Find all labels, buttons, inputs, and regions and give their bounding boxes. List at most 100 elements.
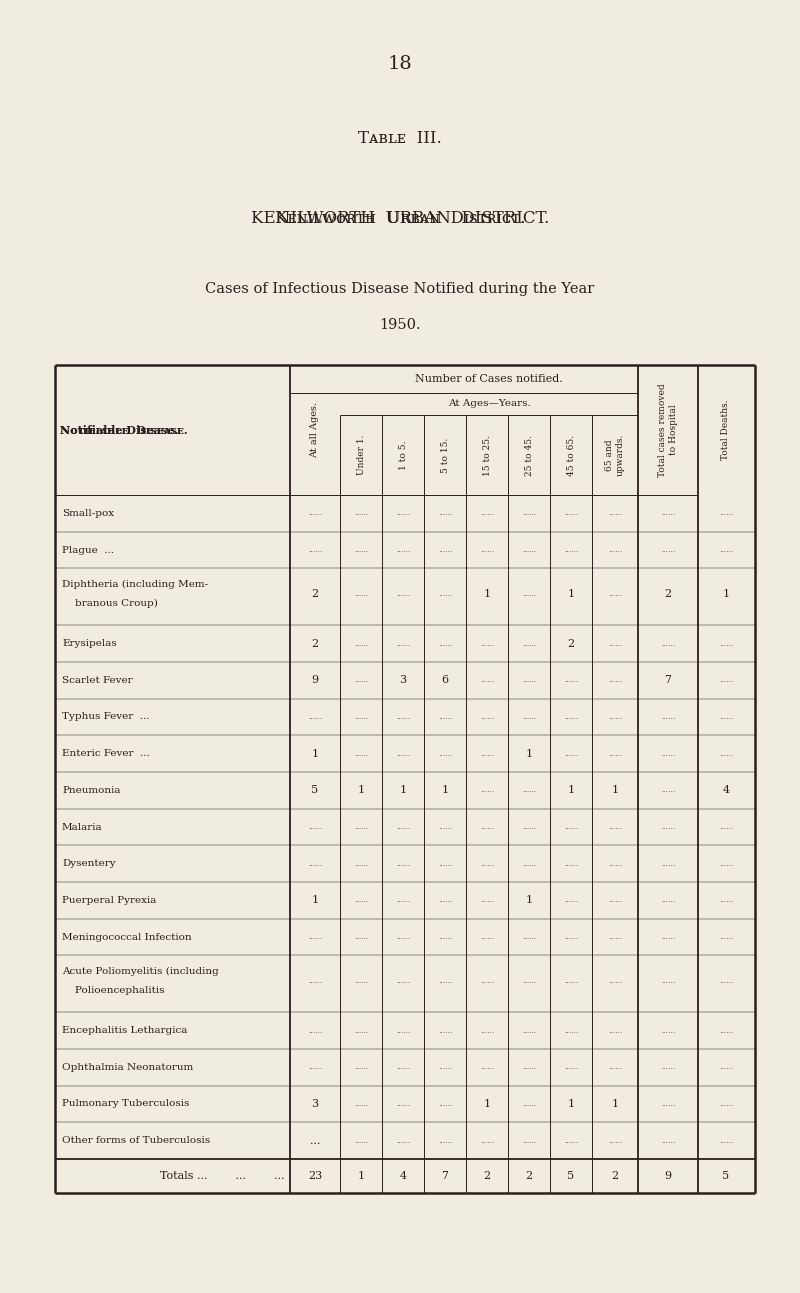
Text: ......: ...... bbox=[661, 860, 675, 868]
Text: 5: 5 bbox=[722, 1171, 730, 1181]
Text: ......: ...... bbox=[564, 934, 578, 941]
Text: 2: 2 bbox=[483, 1171, 490, 1181]
Text: ......: ...... bbox=[308, 934, 322, 941]
Text: ......: ...... bbox=[396, 546, 410, 553]
Text: ......: ...... bbox=[480, 546, 494, 553]
Text: ......: ...... bbox=[308, 978, 322, 985]
Text: 25 to 45.: 25 to 45. bbox=[525, 434, 534, 476]
Text: 4: 4 bbox=[722, 785, 730, 795]
Text: ......: ...... bbox=[438, 640, 452, 648]
Text: Other forms of Tuberculosis: Other forms of Tuberculosis bbox=[62, 1137, 210, 1146]
Text: ......: ...... bbox=[480, 1137, 494, 1144]
Text: ......: ...... bbox=[438, 712, 452, 721]
Text: ......: ...... bbox=[396, 1137, 410, 1144]
Text: 1 to 5.: 1 to 5. bbox=[398, 440, 407, 469]
Text: ......: ...... bbox=[308, 546, 322, 553]
Text: Dysentery: Dysentery bbox=[62, 859, 116, 868]
Text: ......: ...... bbox=[564, 676, 578, 684]
Text: 2: 2 bbox=[311, 639, 318, 649]
Text: 5: 5 bbox=[567, 1171, 574, 1181]
Text: ......: ...... bbox=[522, 1100, 536, 1108]
Text: ......: ...... bbox=[661, 640, 675, 648]
Text: 1: 1 bbox=[358, 1171, 365, 1181]
Text: ......: ...... bbox=[719, 676, 733, 684]
Text: Enteric Fever  ...: Enteric Fever ... bbox=[62, 749, 150, 758]
Text: ......: ...... bbox=[661, 934, 675, 941]
Text: ......: ...... bbox=[608, 978, 622, 985]
Text: ......: ...... bbox=[308, 860, 322, 868]
Text: Diphtheria (including Mem-: Diphtheria (including Mem- bbox=[62, 579, 208, 588]
Text: ......: ...... bbox=[354, 824, 368, 831]
Text: ......: ...... bbox=[522, 1137, 536, 1144]
Text: Encephalitis Lethargica: Encephalitis Lethargica bbox=[62, 1027, 187, 1036]
Text: ...: ... bbox=[310, 1135, 320, 1146]
Text: ......: ...... bbox=[354, 978, 368, 985]
Text: 2: 2 bbox=[526, 1171, 533, 1181]
Text: ......: ...... bbox=[308, 712, 322, 721]
Text: ......: ...... bbox=[661, 1063, 675, 1072]
Text: ......: ...... bbox=[608, 750, 622, 758]
Text: ......: ...... bbox=[480, 934, 494, 941]
Text: ......: ...... bbox=[719, 860, 733, 868]
Text: Notifiable Disease.: Notifiable Disease. bbox=[60, 424, 178, 436]
Text: ......: ...... bbox=[480, 509, 494, 517]
Text: ......: ...... bbox=[480, 1027, 494, 1034]
Text: 15 to 25.: 15 to 25. bbox=[482, 434, 491, 476]
Text: 1: 1 bbox=[722, 588, 730, 599]
Text: ......: ...... bbox=[354, 1063, 368, 1072]
Text: ......: ...... bbox=[719, 1137, 733, 1144]
Text: Pulmonary Tuberculosis: Pulmonary Tuberculosis bbox=[62, 1099, 190, 1108]
Text: 2: 2 bbox=[311, 588, 318, 599]
Text: ......: ...... bbox=[308, 824, 322, 831]
Text: ......: ...... bbox=[308, 509, 322, 517]
Text: ......: ...... bbox=[661, 712, 675, 721]
Text: Cases of Infectious Disease Notified during the Year: Cases of Infectious Disease Notified dur… bbox=[206, 282, 594, 296]
Text: 9: 9 bbox=[311, 675, 318, 685]
Text: 1: 1 bbox=[399, 785, 406, 795]
Text: ......: ...... bbox=[564, 1063, 578, 1072]
Text: 7: 7 bbox=[665, 675, 671, 685]
Text: ......: ...... bbox=[564, 824, 578, 831]
Text: 65 and
upwards.: 65 and upwards. bbox=[606, 434, 625, 476]
Text: branous Croup): branous Croup) bbox=[62, 599, 158, 608]
Text: ......: ...... bbox=[438, 824, 452, 831]
Text: At Ages—Years.: At Ages—Years. bbox=[448, 400, 530, 409]
Text: ......: ...... bbox=[396, 860, 410, 868]
Text: 1: 1 bbox=[526, 895, 533, 905]
Text: Nᴏᴛɪғɪᴀʙʟᴇ  Dɪѕᴇᴀѕᴇ.: Nᴏᴛɪғɪᴀʙʟᴇ Dɪѕᴇᴀѕᴇ. bbox=[60, 424, 188, 436]
Text: ......: ...... bbox=[719, 1100, 733, 1108]
Text: Small-pox: Small-pox bbox=[62, 509, 114, 517]
Text: Ophthalmia Neonatorum: Ophthalmia Neonatorum bbox=[62, 1063, 194, 1072]
Text: 2: 2 bbox=[611, 1171, 618, 1181]
Text: ......: ...... bbox=[480, 786, 494, 794]
Text: ......: ...... bbox=[396, 824, 410, 831]
Text: ......: ...... bbox=[438, 1063, 452, 1072]
Text: ......: ...... bbox=[608, 640, 622, 648]
Text: 1: 1 bbox=[442, 785, 449, 795]
Text: ......: ...... bbox=[608, 1137, 622, 1144]
Text: At all Ages.: At all Ages. bbox=[310, 402, 319, 458]
Text: ......: ...... bbox=[564, 860, 578, 868]
Text: 1: 1 bbox=[311, 895, 318, 905]
Text: ......: ...... bbox=[719, 824, 733, 831]
Text: ......: ...... bbox=[480, 712, 494, 721]
Text: Total cases removed
to Hospital: Total cases removed to Hospital bbox=[658, 383, 678, 477]
Text: ......: ...... bbox=[438, 509, 452, 517]
Text: 1: 1 bbox=[611, 785, 618, 795]
Text: ......: ...... bbox=[354, 1137, 368, 1144]
Text: ......: ...... bbox=[522, 860, 536, 868]
Text: Scarlet Fever: Scarlet Fever bbox=[62, 676, 133, 685]
Text: 3: 3 bbox=[311, 1099, 318, 1109]
Text: ......: ...... bbox=[661, 750, 675, 758]
Text: Tᴀʙʟᴇ  III.: Tᴀʙʟᴇ III. bbox=[358, 131, 442, 147]
Text: ......: ...... bbox=[480, 1063, 494, 1072]
Text: ......: ...... bbox=[522, 1027, 536, 1034]
Text: ......: ...... bbox=[438, 1027, 452, 1034]
Text: Puerperal Pyrexia: Puerperal Pyrexia bbox=[62, 896, 156, 905]
Text: ......: ...... bbox=[608, 1027, 622, 1034]
Text: ......: ...... bbox=[719, 1063, 733, 1072]
Text: ......: ...... bbox=[396, 509, 410, 517]
Text: ......: ...... bbox=[354, 546, 368, 553]
Text: ......: ...... bbox=[719, 509, 733, 517]
Text: 1: 1 bbox=[358, 785, 365, 795]
